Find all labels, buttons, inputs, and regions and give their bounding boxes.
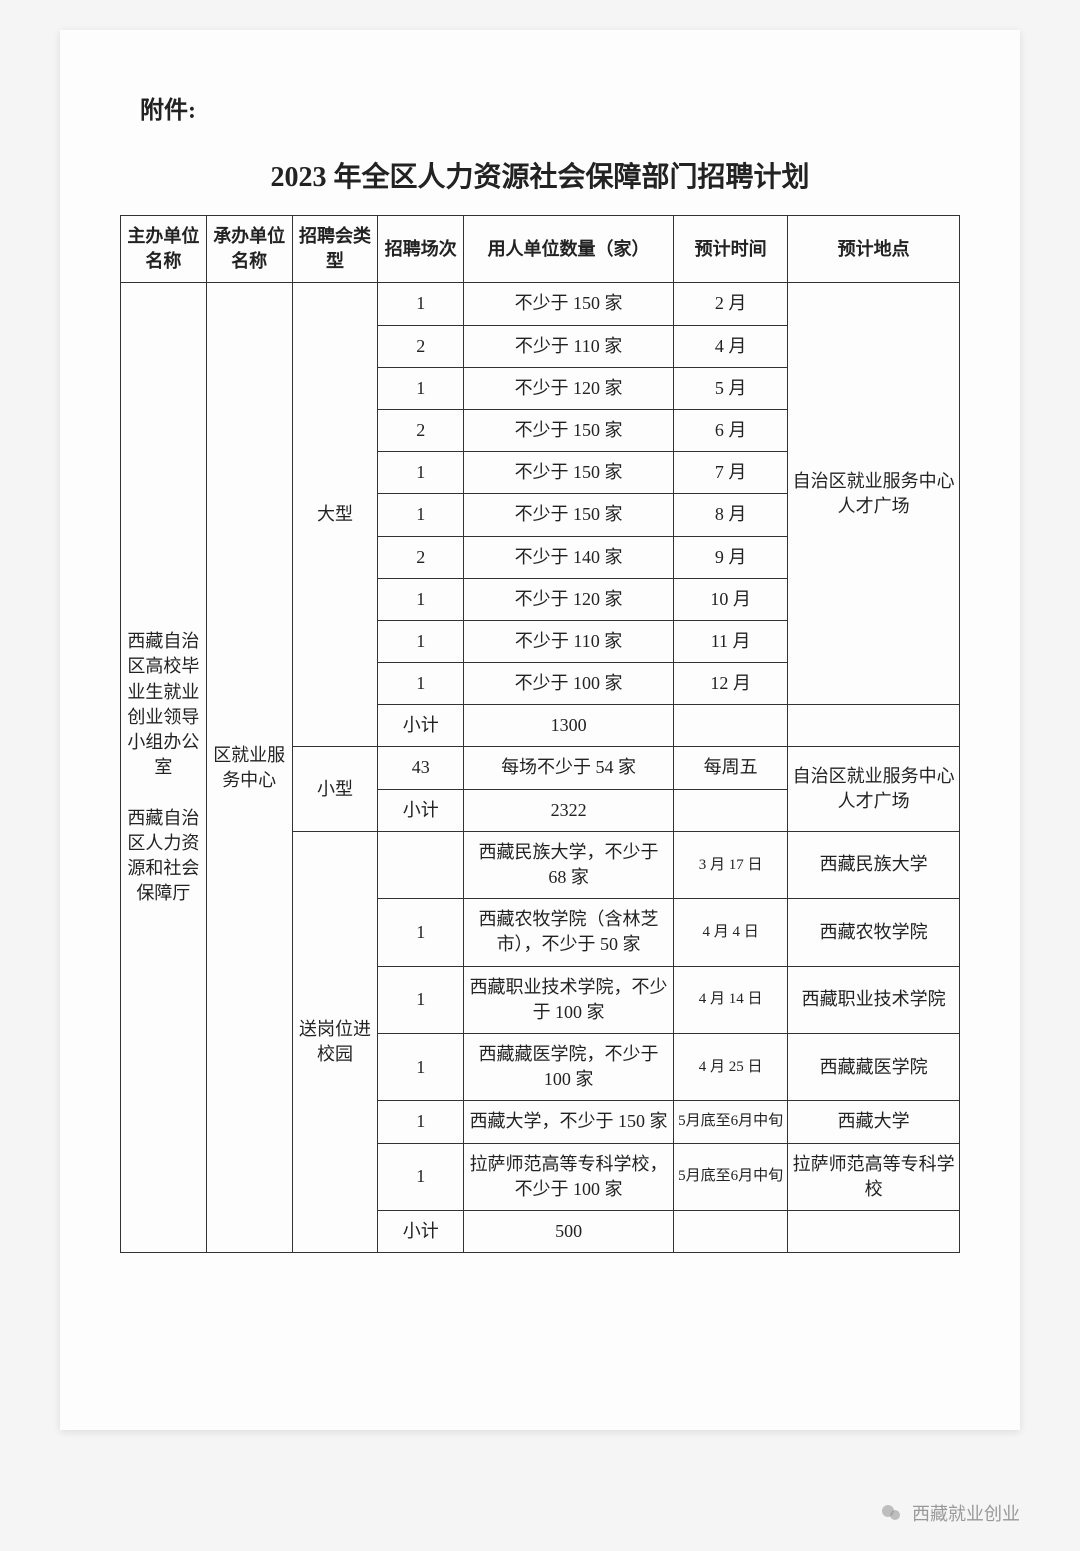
count-cell: 1 [378, 663, 464, 705]
employer-cell: 不少于 120 家 [464, 578, 674, 620]
attachment-label: 附件: [140, 90, 960, 125]
header-time: 预计时间 [673, 216, 787, 283]
time-cell: 5月底至6月中旬 [673, 1101, 787, 1143]
subtotal-value-cell: 1300 [464, 705, 674, 747]
time-cell: 4 月 4 日 [673, 899, 787, 966]
header-count: 招聘场次 [378, 216, 464, 283]
time-cell: 每周五 [673, 747, 787, 789]
watermark: 西藏就业创业 [880, 1500, 1020, 1526]
page-title: 2023 年全区人力资源社会保障部门招聘计划 [120, 155, 960, 195]
empty-cell [788, 705, 960, 747]
count-cell: 2 [378, 325, 464, 367]
location-cell: 西藏大学 [788, 1101, 960, 1143]
time-cell: 2 月 [673, 283, 787, 325]
undertake-cell: 区就业服务中心 [206, 283, 292, 1253]
type-large-cell: 大型 [292, 283, 378, 747]
count-cell: 1 [378, 578, 464, 620]
host-cell: 西藏自治区高校毕业生就业创业领导小组办公室西藏自治区人力资源和社会保障厅 [121, 283, 207, 1253]
time-cell: 9 月 [673, 536, 787, 578]
subtotal-value-cell: 500 [464, 1210, 674, 1252]
count-cell: 1 [378, 1101, 464, 1143]
watermark-text: 西藏就业创业 [912, 1500, 1020, 1526]
count-cell: 2 [378, 409, 464, 451]
subtotal-label-cell: 小计 [378, 789, 464, 831]
count-cell: 1 [378, 452, 464, 494]
time-cell: 12 月 [673, 663, 787, 705]
header-host: 主办单位名称 [121, 216, 207, 283]
location-cell: 西藏藏医学院 [788, 1033, 960, 1100]
count-cell [378, 831, 464, 898]
header-undertake: 承办单位名称 [206, 216, 292, 283]
time-cell: 4 月 14 日 [673, 966, 787, 1033]
empty-cell [673, 1210, 787, 1252]
empty-cell [673, 705, 787, 747]
time-cell: 7 月 [673, 452, 787, 494]
employer-cell: 不少于 150 家 [464, 452, 674, 494]
employer-cell: 不少于 140 家 [464, 536, 674, 578]
location-cell: 自治区就业服务中心人才广场 [788, 283, 960, 705]
employer-cell: 不少于 100 家 [464, 663, 674, 705]
employer-cell: 不少于 150 家 [464, 409, 674, 451]
location-cell: 自治区就业服务中心人才广场 [788, 747, 960, 831]
time-cell: 11 月 [673, 620, 787, 662]
time-cell: 4 月 [673, 325, 787, 367]
recruitment-table: 主办单位名称 承办单位名称 招聘会类型 招聘场次 用人单位数量（家） 预计时间 … [120, 215, 960, 1253]
location-cell: 拉萨师范高等专科学校 [788, 1143, 960, 1210]
type-small-cell: 小型 [292, 747, 378, 831]
subtotal-label-cell: 小计 [378, 705, 464, 747]
time-cell: 10 月 [673, 578, 787, 620]
time-cell: 8 月 [673, 494, 787, 536]
time-cell: 4 月 25 日 [673, 1033, 787, 1100]
count-cell: 1 [378, 620, 464, 662]
count-cell: 1 [378, 494, 464, 536]
time-cell: 5月底至6月中旬 [673, 1143, 787, 1210]
employer-cell: 拉萨师范高等专科学校，不少于 100 家 [464, 1143, 674, 1210]
table-body: 西藏自治区高校毕业生就业创业领导小组办公室西藏自治区人力资源和社会保障厅区就业服… [121, 283, 960, 1253]
count-cell: 43 [378, 747, 464, 789]
location-cell: 西藏职业技术学院 [788, 966, 960, 1033]
count-cell: 2 [378, 536, 464, 578]
time-cell: 5 月 [673, 367, 787, 409]
employer-cell: 不少于 150 家 [464, 494, 674, 536]
header-employer: 用人单位数量（家） [464, 216, 674, 283]
type-campus-cell: 送岗位进校园 [292, 831, 378, 1252]
employer-cell: 每场不少于 54 家 [464, 747, 674, 789]
count-cell: 1 [378, 1143, 464, 1210]
employer-cell: 不少于 150 家 [464, 283, 674, 325]
table-row: 西藏自治区高校毕业生就业创业领导小组办公室西藏自治区人力资源和社会保障厅区就业服… [121, 283, 960, 325]
empty-cell [673, 789, 787, 831]
employer-cell: 西藏农牧学院（含林芝市），不少于 50 家 [464, 899, 674, 966]
employer-cell: 不少于 110 家 [464, 325, 674, 367]
employer-cell: 西藏民族大学，不少于 68 家 [464, 831, 674, 898]
count-cell: 1 [378, 283, 464, 325]
employer-cell: 西藏大学，不少于 150 家 [464, 1101, 674, 1143]
count-cell: 1 [378, 899, 464, 966]
employer-cell: 西藏职业技术学院，不少于 100 家 [464, 966, 674, 1033]
location-cell: 西藏农牧学院 [788, 899, 960, 966]
time-cell: 3 月 17 日 [673, 831, 787, 898]
employer-cell: 不少于 110 家 [464, 620, 674, 662]
count-cell: 1 [378, 367, 464, 409]
employer-cell: 不少于 120 家 [464, 367, 674, 409]
location-cell: 西藏民族大学 [788, 831, 960, 898]
table-header-row: 主办单位名称 承办单位名称 招聘会类型 招聘场次 用人单位数量（家） 预计时间 … [121, 216, 960, 283]
subtotal-label-cell: 小计 [378, 1210, 464, 1252]
header-location: 预计地点 [788, 216, 960, 283]
subtotal-value-cell: 2322 [464, 789, 674, 831]
time-cell: 6 月 [673, 409, 787, 451]
header-type: 招聘会类型 [292, 216, 378, 283]
document-page: 附件: 2023 年全区人力资源社会保障部门招聘计划 主办单位名称 承办单位名称… [60, 30, 1020, 1430]
empty-cell [788, 1210, 960, 1252]
wechat-icon [880, 1501, 904, 1525]
count-cell: 1 [378, 966, 464, 1033]
employer-cell: 西藏藏医学院，不少于 100 家 [464, 1033, 674, 1100]
count-cell: 1 [378, 1033, 464, 1100]
